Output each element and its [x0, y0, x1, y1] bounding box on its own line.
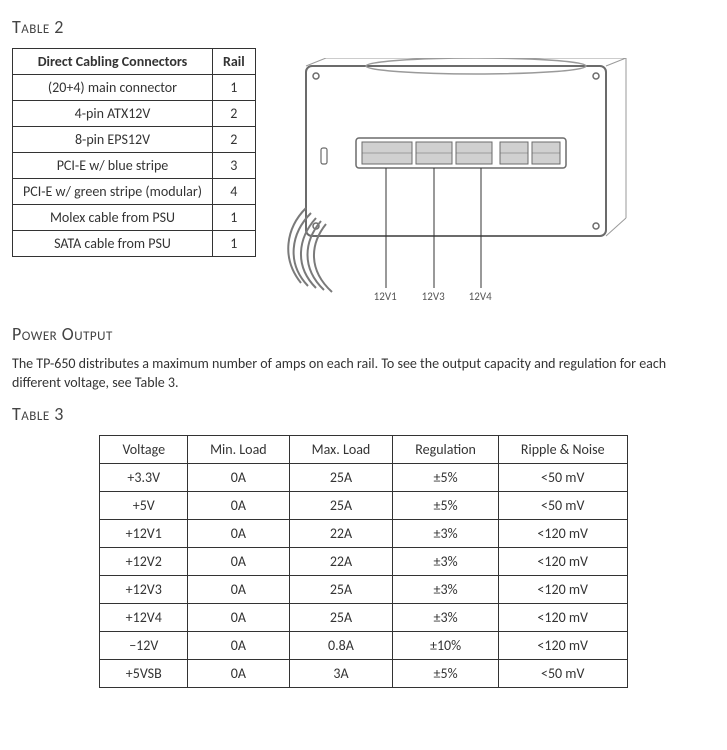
cell: ±3%	[393, 519, 499, 547]
table3-header-row: Voltage Min. Load Max. Load Regulation R…	[100, 435, 627, 463]
cell: +5V	[100, 491, 188, 519]
table-row: +12V4 0A 25A ±3% <120 mV	[100, 603, 627, 631]
cell: <120 mV	[498, 631, 627, 659]
power-output-paragraph: The TP-650 distributes a maximum number …	[12, 355, 715, 393]
cell: 3	[213, 153, 256, 179]
cell: 22A	[289, 547, 393, 575]
cell: 2	[213, 101, 256, 127]
cell: 25A	[289, 575, 393, 603]
cell: <50 mV	[498, 659, 627, 687]
cell: ±3%	[393, 603, 499, 631]
cell: 0A	[188, 547, 290, 575]
table-row: +3.3V 0A 25A ±5% <50 mV	[100, 463, 627, 491]
table-row: +12V2 0A 22A ±3% <120 mV	[100, 547, 627, 575]
table-row: +5V 0A 25A ±5% <50 mV	[100, 491, 627, 519]
table2: Direct Cabling Connectors Rail (20+4) ma…	[12, 48, 256, 257]
t3-col-1: Min. Load	[188, 435, 290, 463]
table3-heading: Table 3	[12, 403, 715, 425]
table2-heading: Table 2	[12, 16, 715, 38]
cell: +12V1	[100, 519, 188, 547]
psu-label-12v4: 12V4	[469, 290, 492, 303]
cell: <50 mV	[498, 491, 627, 519]
table2-header-row: Direct Cabling Connectors Rail	[13, 49, 256, 75]
cell: 0A	[188, 659, 290, 687]
cell: 0A	[188, 603, 290, 631]
t3-col-0: Voltage	[100, 435, 188, 463]
cell: <120 mV	[498, 575, 627, 603]
cell: 25A	[289, 603, 393, 631]
cell: <120 mV	[498, 547, 627, 575]
psu-svg	[286, 58, 666, 303]
cell: 0.8A	[289, 631, 393, 659]
t3-col-3: Regulation	[393, 435, 499, 463]
cell: Molex cable from PSU	[13, 205, 213, 231]
psu-label-12v3: 12V3	[422, 290, 445, 303]
t3-col-4: Ripple & Noise	[498, 435, 627, 463]
cell: 25A	[289, 491, 393, 519]
cell: SATA cable from PSU	[13, 231, 213, 257]
table-row: SATA cable from PSU 1	[13, 231, 256, 257]
table2-col-1: Rail	[213, 49, 256, 75]
cell: 1	[213, 205, 256, 231]
psu-diagram: 12V1 12V3 12V4	[286, 58, 666, 303]
table-row: Molex cable from PSU 1	[13, 205, 256, 231]
cell: 0A	[188, 463, 290, 491]
table-row: PCI-E w/ blue stripe 3	[13, 153, 256, 179]
cell: +12V2	[100, 547, 188, 575]
cell: +12V4	[100, 603, 188, 631]
table3-wrap: Voltage Min. Load Max. Load Regulation R…	[12, 435, 715, 688]
cell: 0A	[188, 491, 290, 519]
cell: PCI-E w/ green stripe (modular)	[13, 179, 213, 205]
cell: 0A	[188, 631, 290, 659]
t3-col-2: Max. Load	[289, 435, 393, 463]
cell: <120 mV	[498, 519, 627, 547]
cell: 1	[213, 75, 256, 101]
table-row: 4-pin ATX12V 2	[13, 101, 256, 127]
table-row: +12V3 0A 25A ±3% <120 mV	[100, 575, 627, 603]
cell: 22A	[289, 519, 393, 547]
cell: 25A	[289, 463, 393, 491]
table-row: PCI-E w/ green stripe (modular) 4	[13, 179, 256, 205]
cell: 0A	[188, 575, 290, 603]
table-row: −12V 0A 0.8A ±10% <120 mV	[100, 631, 627, 659]
table2-col-0: Direct Cabling Connectors	[13, 49, 213, 75]
cell: +3.3V	[100, 463, 188, 491]
table2-and-diagram-row: Direct Cabling Connectors Rail (20+4) ma…	[12, 48, 715, 303]
cell: +12V3	[100, 575, 188, 603]
cell: 4-pin ATX12V	[13, 101, 213, 127]
cell: ±5%	[393, 463, 499, 491]
cell: ±5%	[393, 491, 499, 519]
cell: 4	[213, 179, 256, 205]
table-row: +5VSB 0A 3A ±5% <50 mV	[100, 659, 627, 687]
cell: −12V	[100, 631, 188, 659]
cell: ±3%	[393, 547, 499, 575]
cell: 0A	[188, 519, 290, 547]
cell: 8-pin EPS12V	[13, 127, 213, 153]
cell: 3A	[289, 659, 393, 687]
table-row: (20+4) main connector 1	[13, 75, 256, 101]
cell: +5VSB	[100, 659, 188, 687]
cell: 2	[213, 127, 256, 153]
cell: (20+4) main connector	[13, 75, 213, 101]
cell: ±3%	[393, 575, 499, 603]
table-row: 8-pin EPS12V 2	[13, 127, 256, 153]
cell: <120 mV	[498, 603, 627, 631]
table3: Voltage Min. Load Max. Load Regulation R…	[99, 435, 627, 688]
cell: 1	[213, 231, 256, 257]
psu-label-12v1: 12V1	[374, 290, 397, 303]
table-row: +12V1 0A 22A ±3% <120 mV	[100, 519, 627, 547]
cell: PCI-E w/ blue stripe	[13, 153, 213, 179]
cell: <50 mV	[498, 463, 627, 491]
cell: ±10%	[393, 631, 499, 659]
power-output-heading: Power Output	[12, 323, 715, 345]
cell: ±5%	[393, 659, 499, 687]
